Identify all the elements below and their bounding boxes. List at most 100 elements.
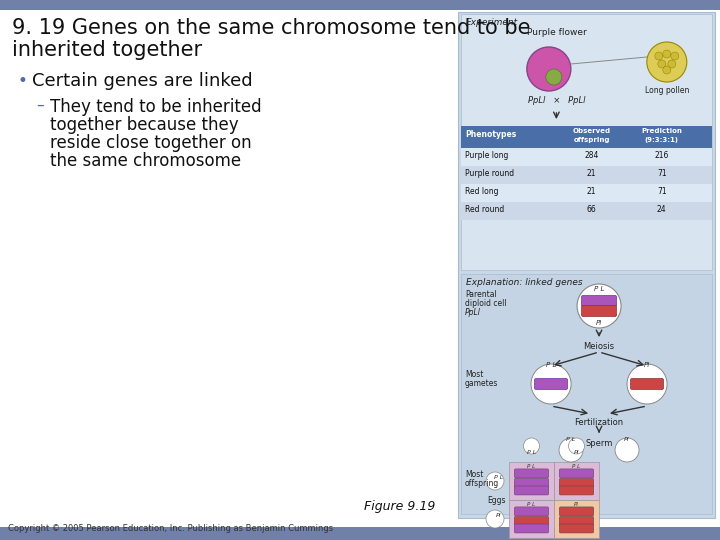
Text: P L: P L (527, 502, 536, 507)
Text: Phenotypes: Phenotypes (465, 130, 516, 139)
Text: Purple round: Purple round (465, 169, 514, 178)
FancyBboxPatch shape (582, 306, 616, 316)
Circle shape (531, 364, 571, 404)
Text: They tend to be inherited: They tend to be inherited (50, 98, 261, 116)
Text: together because they: together because they (50, 116, 238, 134)
Circle shape (647, 42, 687, 82)
Text: Experiment: Experiment (466, 18, 518, 27)
Text: Parental: Parental (465, 290, 497, 299)
Bar (554, 462, 599, 500)
Text: Eggs: Eggs (487, 496, 506, 505)
Circle shape (527, 47, 571, 91)
FancyBboxPatch shape (559, 469, 594, 478)
Circle shape (658, 60, 666, 68)
Circle shape (627, 364, 667, 404)
Text: Purple flower: Purple flower (526, 28, 586, 37)
Text: Sperm: Sperm (585, 439, 613, 448)
Circle shape (523, 438, 539, 454)
Circle shape (671, 52, 679, 60)
Text: Prediction: Prediction (642, 128, 683, 134)
Text: Pl: Pl (644, 362, 650, 368)
Text: Meiosis: Meiosis (583, 342, 615, 351)
Text: gametes: gametes (465, 379, 498, 388)
Circle shape (546, 69, 562, 85)
Text: 216: 216 (654, 151, 669, 160)
Text: PpLl: PpLl (465, 308, 481, 317)
Text: Pl: Pl (574, 502, 579, 507)
FancyBboxPatch shape (514, 516, 549, 525)
Text: Most: Most (465, 370, 483, 379)
FancyBboxPatch shape (514, 507, 549, 516)
Text: Observed: Observed (572, 128, 611, 134)
Text: P L: P L (527, 450, 536, 455)
Text: inherited together: inherited together (12, 40, 202, 60)
Text: Pl: Pl (624, 437, 630, 442)
Text: 9. 19 Genes on the same chromosome tend to be: 9. 19 Genes on the same chromosome tend … (12, 18, 531, 38)
Text: P L: P L (546, 362, 557, 368)
Bar (0, 0, 720, 10)
FancyBboxPatch shape (559, 516, 594, 525)
FancyBboxPatch shape (514, 486, 549, 495)
Text: Red round: Red round (465, 205, 504, 214)
Text: Most: Most (465, 470, 483, 479)
Text: 66: 66 (587, 205, 596, 214)
Bar (0, 527, 720, 540)
Text: Pl: Pl (574, 450, 580, 455)
Text: Fertilization: Fertilization (575, 418, 624, 427)
Text: P L: P L (594, 286, 604, 292)
Text: Long pollen: Long pollen (644, 86, 689, 95)
FancyBboxPatch shape (631, 379, 664, 389)
Text: 71: 71 (657, 187, 667, 196)
Circle shape (559, 438, 583, 462)
Circle shape (663, 50, 671, 58)
Circle shape (615, 438, 639, 462)
Circle shape (486, 472, 504, 490)
Circle shape (569, 438, 585, 454)
Text: the same chromosome: the same chromosome (50, 152, 241, 170)
Text: Figure 9.19: Figure 9.19 (364, 500, 436, 513)
Text: Certain genes are linked: Certain genes are linked (32, 72, 253, 90)
Bar (509, 462, 554, 500)
Text: Pl: Pl (596, 320, 602, 326)
Text: P L: P L (527, 464, 536, 469)
Text: 21: 21 (587, 187, 596, 196)
Circle shape (577, 284, 621, 328)
Text: P L: P L (567, 437, 576, 442)
FancyBboxPatch shape (559, 486, 594, 495)
FancyBboxPatch shape (559, 524, 594, 533)
Text: Red long: Red long (465, 187, 498, 196)
Text: offspring: offspring (465, 479, 499, 488)
Bar (509, 500, 554, 538)
Bar (461, 274, 712, 514)
Bar (458, 12, 715, 518)
FancyBboxPatch shape (514, 469, 549, 478)
Text: PpLl   ×   PpLl: PpLl × PpLl (528, 96, 585, 105)
Bar (461, 14, 712, 270)
Text: –: – (36, 98, 44, 113)
Bar (461, 166, 712, 184)
Text: Copyright © 2005 Pearson Education, Inc. Publishing as Benjamin Cummings: Copyright © 2005 Pearson Education, Inc.… (8, 524, 333, 533)
Bar (461, 184, 712, 202)
Text: diploid cell: diploid cell (465, 299, 507, 308)
FancyBboxPatch shape (582, 295, 616, 307)
FancyBboxPatch shape (559, 507, 594, 516)
Circle shape (486, 510, 504, 528)
Circle shape (668, 60, 676, 68)
Text: Pl: Pl (496, 513, 502, 518)
Text: Purple long: Purple long (465, 151, 508, 160)
Text: offspring: offspring (573, 137, 610, 143)
FancyBboxPatch shape (559, 478, 594, 488)
Text: (9:3:3:1): (9:3:3:1) (645, 137, 679, 143)
Text: P L: P L (572, 464, 580, 469)
Circle shape (663, 66, 671, 74)
Text: •: • (18, 72, 28, 90)
Bar (554, 500, 599, 538)
Text: P L: P L (495, 475, 503, 480)
Text: Explanation: linked genes: Explanation: linked genes (466, 278, 582, 287)
FancyBboxPatch shape (534, 379, 567, 389)
FancyBboxPatch shape (514, 478, 549, 488)
Text: reside close together on: reside close together on (50, 134, 251, 152)
Bar (461, 148, 712, 166)
Bar (461, 126, 712, 148)
Text: 71: 71 (657, 169, 667, 178)
